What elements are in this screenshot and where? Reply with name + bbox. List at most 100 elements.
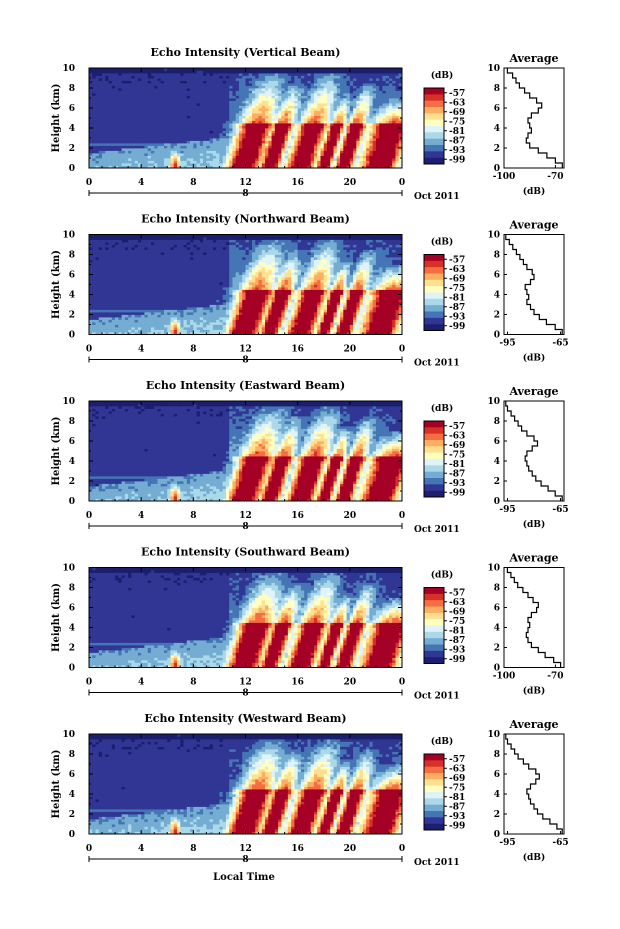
heatmap-cell: [98, 83, 103, 86]
heatmap-cell: [375, 105, 380, 109]
heatmap-cell: [137, 237, 142, 240]
heatmap-cell: [108, 279, 113, 283]
heatmap-cell: [248, 85, 253, 89]
heatmap-cell: [291, 135, 295, 139]
heatmap-cell: [379, 78, 383, 81]
heatmap-cell: [98, 140, 103, 144]
heatmap-cell: [173, 115, 178, 119]
heatmap-cell: [274, 130, 279, 134]
heatmap-cell: [102, 287, 106, 290]
heatmap-cell: [121, 118, 126, 121]
heatmap-cell: [199, 123, 204, 126]
heatmap-cell: [258, 130, 263, 134]
heatmap-cell: [278, 95, 282, 99]
heatmap-cell: [297, 125, 302, 129]
heatmap-cell: [167, 123, 171, 126]
heatmap-cell: [323, 123, 328, 126]
heatmap-cell: [177, 133, 181, 136]
heatmap-cell: [317, 105, 321, 109]
heatmap-cell: [245, 105, 250, 109]
heatmap-cell: [137, 269, 142, 273]
heatmap-cell: [157, 314, 162, 318]
heatmap-cell: [261, 68, 266, 71]
heatmap-cell: [92, 150, 96, 154]
heatmap-cell: [98, 294, 103, 298]
heatmap-cell: [252, 123, 256, 126]
heatmap-cell: [385, 68, 390, 71]
heatmap-cell: [278, 135, 282, 139]
heatmap-cell: [115, 274, 119, 278]
heatmap-cell: [398, 145, 403, 149]
colorbar-swatch: [424, 100, 444, 108]
heatmap-cell: [379, 143, 383, 146]
heatmap-cell: [98, 153, 103, 156]
heatmap-cell: [212, 100, 217, 104]
heatmap-cell: [297, 143, 302, 146]
heatmap-cell: [304, 118, 308, 121]
heatmap-cell: [160, 143, 165, 146]
heatmap-cell: [170, 155, 175, 159]
heatmap-cell: [369, 108, 374, 111]
heatmap-cell: [141, 88, 145, 91]
heatmap-cell: [343, 133, 347, 136]
heatmap-cell: [157, 244, 162, 248]
heatmap-cell: [199, 108, 204, 111]
heatmap-cell: [206, 143, 211, 146]
heatmap-cell: [173, 163, 178, 166]
heatmap-cell: [124, 234, 129, 238]
heatmap-cell: [173, 160, 178, 164]
heatmap-cell: [163, 324, 168, 328]
heatmap-cell: [89, 327, 93, 330]
heatmap-cell: [268, 115, 272, 119]
heatmap-cell: [294, 153, 299, 156]
heatmap-cell: [89, 105, 93, 109]
heatmap-cell: [160, 88, 165, 91]
heatmap-cell: [297, 138, 302, 141]
heatmap-cell: [366, 123, 370, 126]
heatmap-cell: [134, 93, 139, 96]
heatmap-cell: [92, 153, 96, 156]
heatmap-cell: [209, 160, 214, 164]
heatmap-cell: [131, 254, 136, 258]
heatmap-cell: [313, 80, 318, 84]
heatmap-cell: [252, 90, 256, 94]
heatmap-cell: [121, 143, 126, 146]
heatmap-cell: [340, 93, 344, 96]
heatmap-cell: [271, 165, 276, 169]
heatmap-cell: [92, 130, 96, 134]
heatmap-cell: [232, 98, 237, 101]
heatmap-cell: [248, 145, 253, 149]
heatmap-cell: [160, 160, 165, 164]
heatmap-cell: [238, 68, 243, 71]
heatmap-cell: [115, 324, 119, 328]
heatmap-cell: [375, 140, 380, 144]
heatmap-cell: [144, 100, 149, 104]
heatmap-cell: [349, 105, 354, 109]
heatmap-cell: [278, 145, 282, 149]
heatmap-cell: [258, 70, 263, 74]
heatmap-cell: [248, 160, 253, 164]
heatmap-cell: [235, 125, 240, 129]
heatmap-cell: [304, 70, 308, 74]
heatmap-cell: [118, 244, 122, 248]
heatmap-cell: [300, 120, 305, 124]
heatmap-cell: [349, 130, 354, 134]
heatmap-cell: [307, 83, 312, 86]
heatmap-cell: [252, 133, 256, 136]
heatmap-cell: [95, 68, 100, 71]
heatmap-cell: [225, 73, 230, 76]
heatmap-cell: [144, 155, 149, 159]
heatmap-cell: [147, 309, 152, 313]
heatmap-cell: [160, 299, 165, 303]
heatmap-cell: [180, 158, 184, 161]
heatmap-cell: [147, 108, 152, 111]
heatmap-cell: [144, 299, 149, 303]
heatmap-cell: [115, 282, 119, 285]
heatmap-cell: [284, 160, 289, 164]
heatmap-cell: [291, 75, 295, 79]
heatmap-cell: [111, 118, 116, 121]
heatmap-cell: [392, 145, 396, 149]
heatmap-cell: [131, 322, 136, 325]
heatmap-cell: [388, 78, 393, 81]
heatmap-cell: [115, 150, 119, 154]
